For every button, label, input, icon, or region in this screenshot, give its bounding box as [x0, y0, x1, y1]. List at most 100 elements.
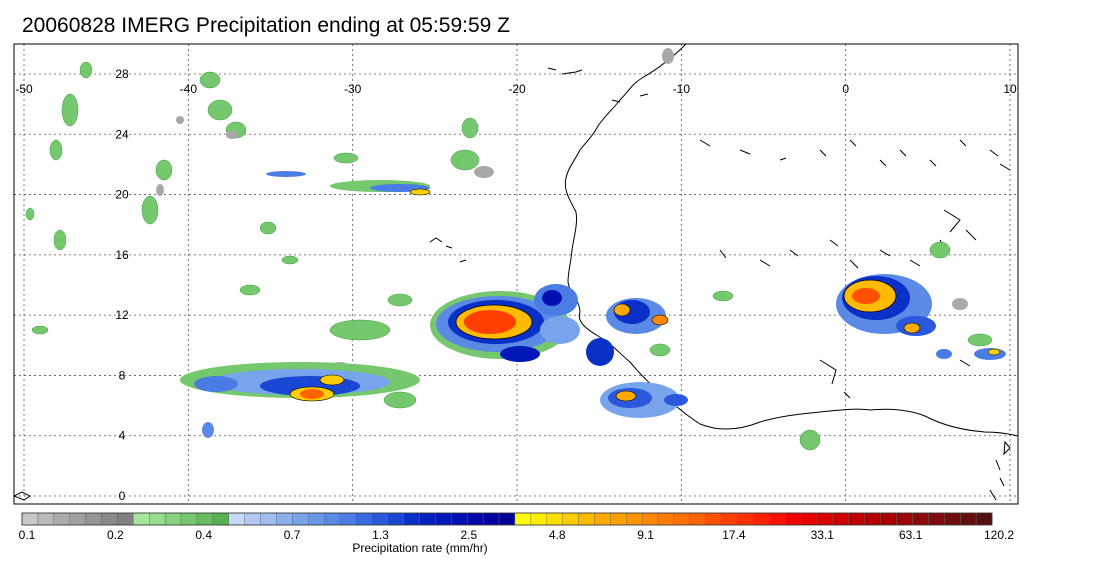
- colorbar-swatch: [721, 512, 738, 526]
- colorbar-swatch: [149, 512, 166, 526]
- convective-cluster-west-africa-coast: [430, 284, 580, 362]
- latitude-label: 12: [115, 308, 129, 322]
- south-american-coast: [14, 491, 31, 501]
- colorbar-swatch: [705, 512, 722, 526]
- convective-cluster-guinea: [586, 298, 669, 366]
- colorbar-swatch: [164, 512, 182, 526]
- colorbar-swatch: [85, 512, 102, 526]
- colorbar-tick-label: 4.8: [548, 528, 566, 542]
- colorbar-tick-label: 0.7: [283, 528, 301, 542]
- colorbar-swatch: [800, 512, 818, 526]
- longitude-label: -50: [15, 82, 33, 96]
- colorbar-swatch: [530, 512, 547, 526]
- colorbar-swatch: [180, 512, 198, 526]
- colorbar-swatch: [657, 512, 675, 526]
- africa-coastline: [564, 44, 1018, 437]
- colorbar-frame: [21, 512, 993, 526]
- colorbar-swatch: [944, 512, 961, 526]
- colorbar-swatch: [578, 512, 595, 526]
- colorbar: [21, 512, 993, 526]
- longitude-label: -10: [673, 82, 691, 96]
- colorbar-swatch: [928, 512, 945, 526]
- colorbar-swatch: [753, 512, 770, 526]
- colorbar-swatch: [133, 512, 150, 526]
- colorbar-swatch: [641, 512, 659, 526]
- colorbar-tick-label: 0.2: [107, 528, 124, 542]
- latitude-label: 4: [119, 429, 126, 443]
- colorbar-title: Precipitation rate (mm/hr): [352, 541, 488, 555]
- colorbar-swatch: [864, 512, 881, 526]
- longitude-label: -40: [180, 82, 198, 96]
- colorbar-tick-label: 0.4: [195, 528, 213, 542]
- colorbar-swatch: [435, 512, 452, 526]
- colorbar-swatch: [848, 512, 865, 526]
- colorbar-tick-label: 0.1: [18, 528, 36, 542]
- latitude-label: 0: [119, 489, 126, 503]
- convective-cluster-sierra-leone: [600, 382, 688, 418]
- colorbar-swatch: [37, 512, 55, 526]
- colorbar-swatch: [244, 512, 261, 526]
- convective-cluster-sahel: [836, 274, 1006, 360]
- colorbar-swatch: [467, 512, 484, 526]
- colorbar-swatch: [276, 512, 293, 526]
- rain-band-21n: [266, 171, 431, 196]
- colorbar-swatch: [880, 512, 897, 526]
- colorbar-swatch: [212, 512, 229, 526]
- colorbar-swatch: [737, 512, 754, 526]
- colorbar-tick-label: 120.2: [983, 528, 1015, 542]
- colorbar-tick-label: 9.1: [637, 528, 654, 542]
- gulf-islands: [989, 440, 1011, 501]
- coastline: [14, 44, 1018, 501]
- colorbar-swatch: [689, 512, 706, 526]
- colorbar-swatch: [959, 512, 977, 526]
- colorbar-swatch: [323, 512, 341, 526]
- colorbar-swatch: [53, 512, 70, 526]
- colorbar-swatch: [228, 512, 245, 526]
- colorbar-swatch: [451, 512, 468, 526]
- map-title: 20060828 IMERG Precipitation ending at 0…: [22, 14, 510, 37]
- colorbar-swatch: [832, 512, 850, 526]
- colorbar-tick-label: 63.1: [898, 528, 923, 542]
- canary-islands: [547, 67, 649, 103]
- latitude-label: 24: [115, 127, 129, 141]
- colorbar-swatch: [816, 512, 834, 526]
- colorbar-tick-label: 2.5: [460, 528, 478, 542]
- longitude-label: -20: [508, 82, 526, 96]
- colorbar-swatch: [419, 512, 436, 526]
- colorbar-tick-label: 33.1: [810, 528, 834, 542]
- colorbar-swatch: [673, 512, 691, 526]
- itcz-rain-band: [180, 362, 420, 438]
- colorbar-swatch: [292, 512, 309, 526]
- map-gridlines: [14, 44, 1018, 504]
- latitude-labels: 28 24 20 16 12 8 4 0: [115, 67, 129, 503]
- colorbar-swatch: [101, 512, 118, 526]
- colorbar-tick-label: 17.4: [722, 528, 746, 542]
- precipitation-field: [25, 48, 1006, 451]
- latitude-label: 28: [115, 67, 129, 81]
- colorbar-swatch: [975, 512, 993, 526]
- colorbar-swatch: [308, 512, 325, 526]
- colorbar-swatch: [769, 512, 786, 526]
- colorbar-swatch: [482, 512, 500, 526]
- cape-verde-islands: [429, 237, 467, 263]
- colorbar-swatch: [912, 512, 929, 526]
- colorbar-swatch: [21, 512, 39, 526]
- colorbar-swatch: [896, 512, 913, 526]
- colorbar-swatch: [546, 512, 563, 526]
- latitude-label: 16: [115, 248, 129, 262]
- longitude-label: -30: [344, 82, 362, 96]
- colorbar-swatch: [117, 512, 134, 526]
- colorbar-swatch: [260, 512, 277, 526]
- latitude-label: 8: [119, 368, 126, 382]
- colorbar-swatch: [610, 512, 627, 526]
- longitude-label: 10: [1003, 82, 1017, 96]
- colorbar-swatch: [785, 512, 802, 526]
- colorbar-swatch: [387, 512, 404, 526]
- map-frame: [13, 43, 1019, 505]
- longitude-label: 0: [842, 82, 849, 96]
- colorbar-swatch: [69, 512, 86, 526]
- colorbar-swatch: [498, 512, 516, 526]
- colorbar-swatch: [339, 512, 357, 526]
- colorbar-swatch: [626, 512, 643, 526]
